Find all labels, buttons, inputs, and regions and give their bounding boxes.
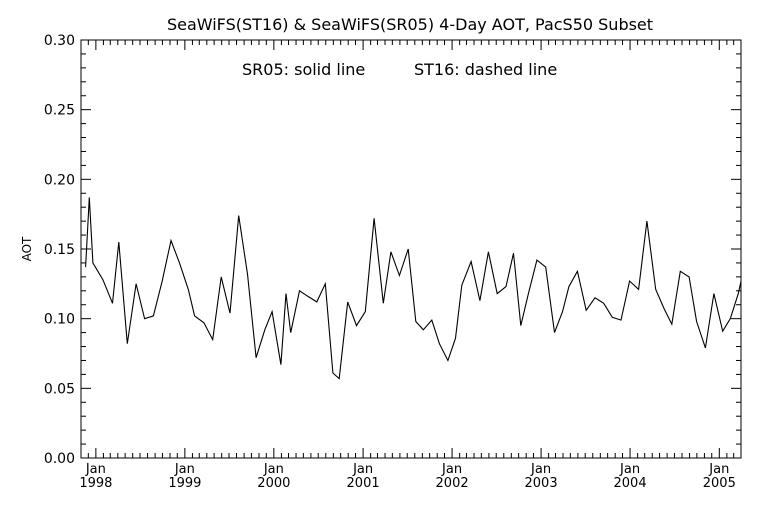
- chart-title: SeaWiFS(ST16) & SeaWiFS(SR05) 4-Day AOT,…: [167, 15, 653, 34]
- x-tick-year-label: 2005: [703, 476, 736, 491]
- y-axis-label: AOT: [20, 236, 34, 261]
- x-tick-month-label: Jan: [530, 462, 551, 477]
- x-tick-year-label: 2002: [436, 476, 469, 491]
- x-tick-month-label: Jan: [441, 462, 462, 477]
- y-tick-label: 0.30: [44, 33, 75, 49]
- x-tick-year-label: 1999: [168, 476, 201, 491]
- series-line-0: [85, 197, 741, 380]
- x-tick-month-label: Jan: [174, 462, 195, 477]
- x-tick-year-label: 2004: [614, 476, 647, 491]
- y-tick-label: 0.25: [44, 103, 75, 119]
- y-tick-label: 0.00: [44, 451, 75, 467]
- x-tick-month-label: Jan: [619, 462, 640, 477]
- x-tick-year-label: 1998: [79, 476, 112, 491]
- annotation-dashed-line: ST16: dashed line: [414, 60, 557, 79]
- annotation-solid-line: SR05: solid line: [242, 60, 365, 79]
- plot-frame: [80, 39, 742, 459]
- x-tick-month-label: Jan: [352, 462, 373, 477]
- y-tick-label: 0.10: [44, 312, 75, 328]
- x-tick-month-label: Jan: [708, 462, 729, 477]
- y-tick-label: 0.20: [44, 172, 75, 188]
- x-tick-month-label: Jan: [85, 462, 106, 477]
- x-tick-year-label: 2003: [525, 476, 558, 491]
- x-axis: Jan1998Jan1999Jan2000Jan2001Jan2002Jan20…: [79, 40, 736, 491]
- y-tick-label: 0.05: [44, 381, 75, 397]
- plot-area-border: [80, 39, 742, 459]
- series-layer: [85, 197, 741, 380]
- y-tick-label: 0.15: [44, 242, 75, 258]
- x-tick-year-label: 2001: [347, 476, 380, 491]
- y-axis: 0.00 0.05 0.10 0.15 0.20 0.25 0.30: [44, 33, 741, 467]
- x-tick-month-label: Jan: [263, 462, 284, 477]
- x-tick-year-label: 2000: [257, 476, 290, 491]
